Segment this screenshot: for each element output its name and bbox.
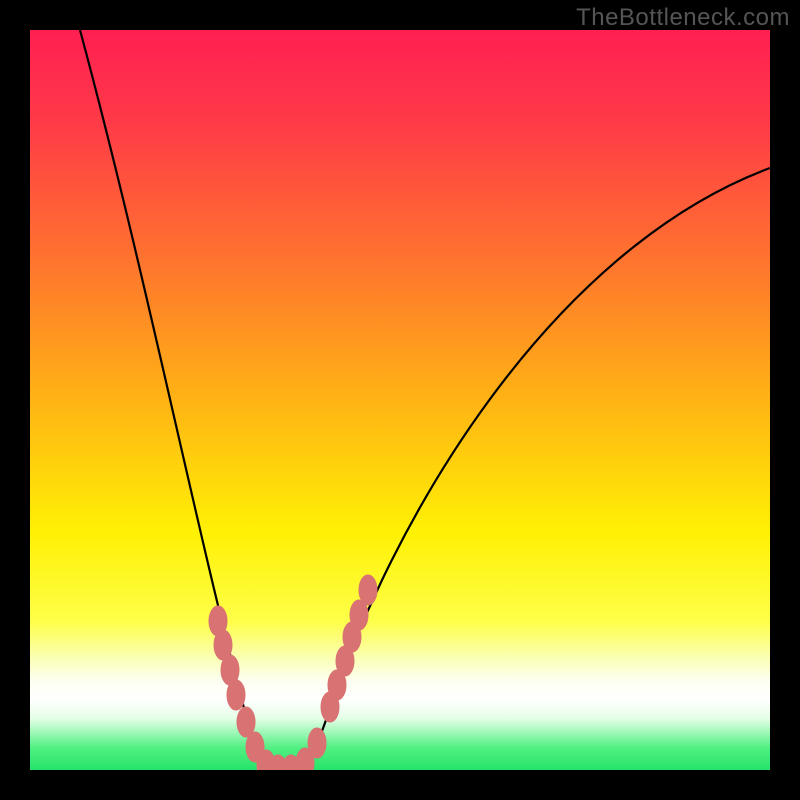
chart-svg (30, 30, 770, 770)
watermark-text: TheBottleneck.com (576, 4, 790, 32)
data-marker (227, 680, 245, 710)
data-marker (308, 728, 326, 758)
chart-background (30, 30, 770, 770)
data-marker (359, 575, 377, 605)
chart-plot-area (30, 30, 770, 770)
